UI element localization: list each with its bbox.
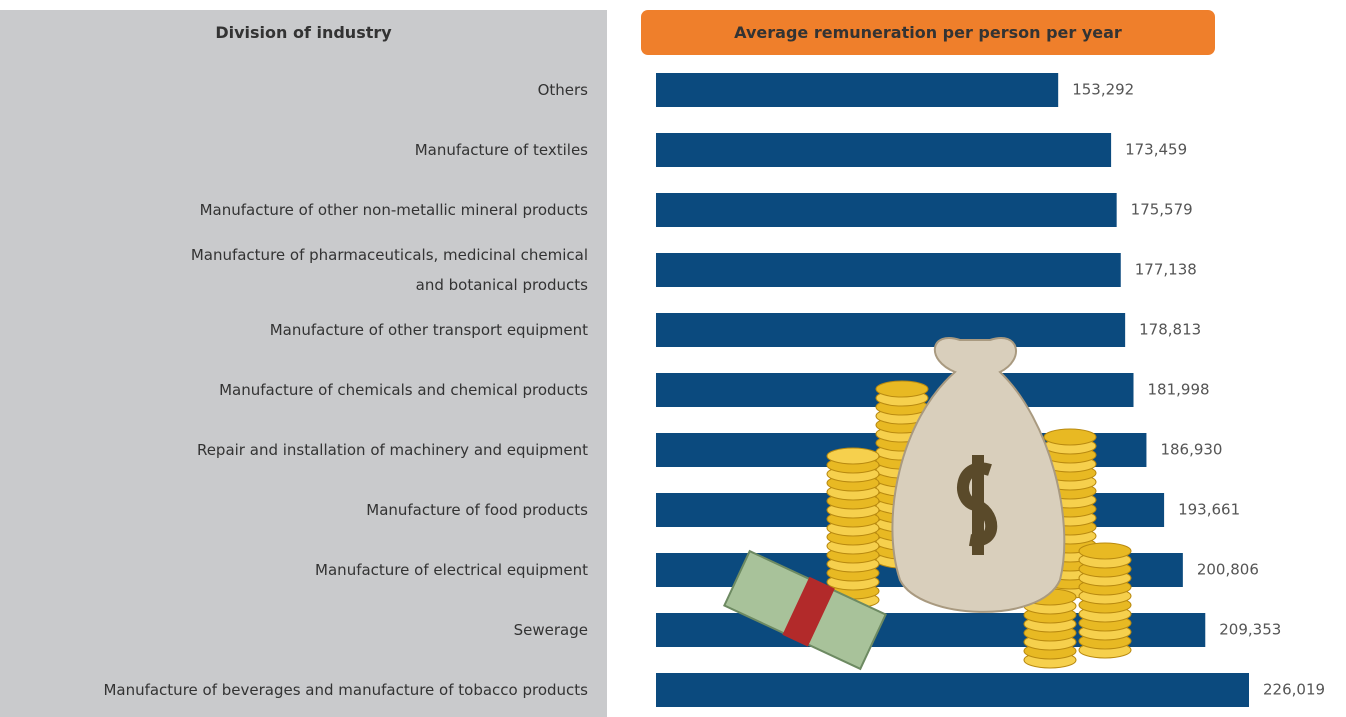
value-label: 177,138 (1135, 261, 1197, 279)
value-label: 209,353 (1219, 621, 1281, 639)
value-label: 153,292 (1072, 81, 1134, 99)
bar (656, 253, 1121, 287)
chart-title: Average remuneration per person per year (734, 23, 1122, 42)
title-box (641, 10, 1215, 55)
category-label: Manufacture of other non-metallic minera… (199, 201, 588, 219)
value-label: 193,661 (1178, 501, 1240, 519)
category-label: Manufacture of pharmaceuticals, medicina… (190, 246, 588, 294)
category-label: Repair and installation of machinery and… (196, 441, 588, 459)
value-label: 175,579 (1131, 201, 1193, 219)
category-label: Manufacture of beverages and manufacture… (103, 681, 588, 699)
value-label: 226,019 (1263, 681, 1325, 699)
coin (826, 447, 880, 465)
bar (656, 133, 1112, 167)
coin (1078, 542, 1132, 560)
bar (656, 313, 1126, 347)
banknote-band (782, 576, 835, 647)
money-illustration (723, 337, 1132, 671)
category-label: Manufacture of electrical equipment (315, 561, 588, 579)
category-label: Manufacture of food products (366, 501, 588, 519)
coin (1043, 428, 1097, 446)
value-label: 178,813 (1139, 321, 1201, 339)
value-label: 200,806 (1197, 561, 1259, 579)
category-header: Division of industry (215, 23, 392, 42)
bar (656, 193, 1117, 227)
bar (656, 673, 1249, 707)
coin (875, 380, 929, 398)
category-label: Manufacture of chemicals and chemical pr… (219, 381, 588, 399)
category-label: Manufacture of textiles (414, 141, 588, 159)
category-label: Manufacture of other transport equipment (269, 321, 588, 339)
bag-symbol (957, 455, 998, 555)
category-panel (0, 10, 607, 717)
category-label: Sewerage (513, 621, 588, 639)
value-label: 173,459 (1125, 141, 1187, 159)
value-label: 186,930 (1160, 441, 1222, 459)
bar (656, 73, 1059, 107)
value-label: 181,998 (1148, 381, 1210, 399)
category-label: Others (537, 81, 588, 99)
